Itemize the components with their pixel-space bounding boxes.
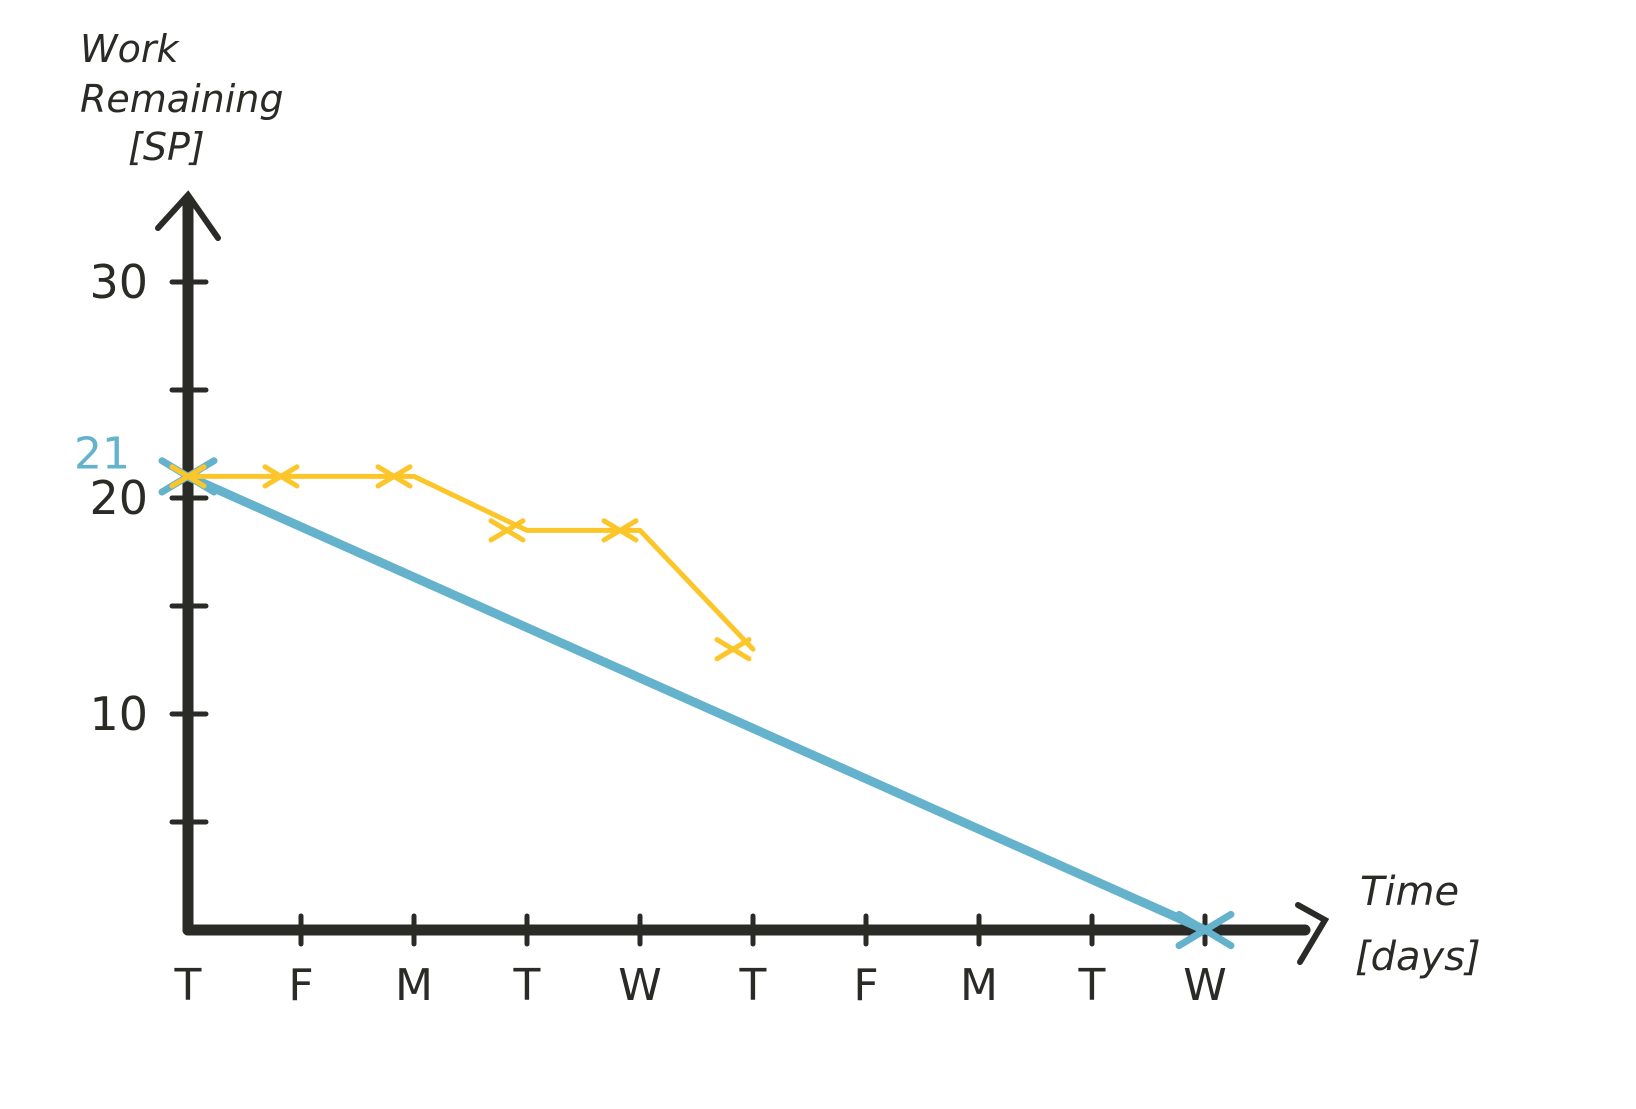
x-tick-label: W [1183, 960, 1227, 1011]
point-mark-stroke [169, 464, 207, 489]
y-tick-label: 10 [89, 687, 148, 741]
x-axis-label-line1: Time [1360, 869, 1459, 915]
actual-point [601, 518, 639, 543]
x-tick-label: T [513, 960, 541, 1011]
y-axis-label-line1: Work [80, 27, 180, 71]
point-mark-stroke [262, 464, 300, 489]
point-mark-stroke [601, 518, 639, 543]
x-axis-arrow [1295, 902, 1330, 965]
x-tick-label: T [739, 960, 767, 1011]
point-mark-stroke [375, 464, 413, 489]
x-tick-label: F [288, 960, 313, 1011]
ideal-line [183, 471, 1210, 935]
x-tick-label: F [853, 960, 878, 1011]
point-mark-stroke [488, 518, 526, 543]
actual-point [262, 464, 300, 489]
x-tick-label: W [618, 960, 662, 1011]
y-axis-label-line3: [SP] [128, 125, 205, 169]
point-mark-stroke [1175, 910, 1235, 950]
x-tick-label: M [395, 960, 433, 1011]
x-tick-label: T [174, 960, 202, 1011]
x-tick-label: T [1078, 960, 1106, 1011]
actual-line [185, 473, 756, 652]
y-axis-arrow [155, 190, 221, 241]
start-value-annotation: 21 [74, 428, 130, 479]
y-tick-label: 30 [89, 255, 148, 309]
y-axis-label-line2: Remaining [80, 77, 284, 121]
x-tick-label: M [960, 960, 998, 1011]
actual-point [714, 637, 752, 662]
y-tick-label: 20 [89, 471, 148, 525]
actual-point [375, 464, 413, 489]
ideal-point [1175, 910, 1235, 950]
point-mark-stroke [714, 637, 752, 662]
x-axis-label-line2: [days] [1355, 934, 1481, 980]
actual-point [169, 464, 207, 489]
actual-point [488, 518, 526, 543]
